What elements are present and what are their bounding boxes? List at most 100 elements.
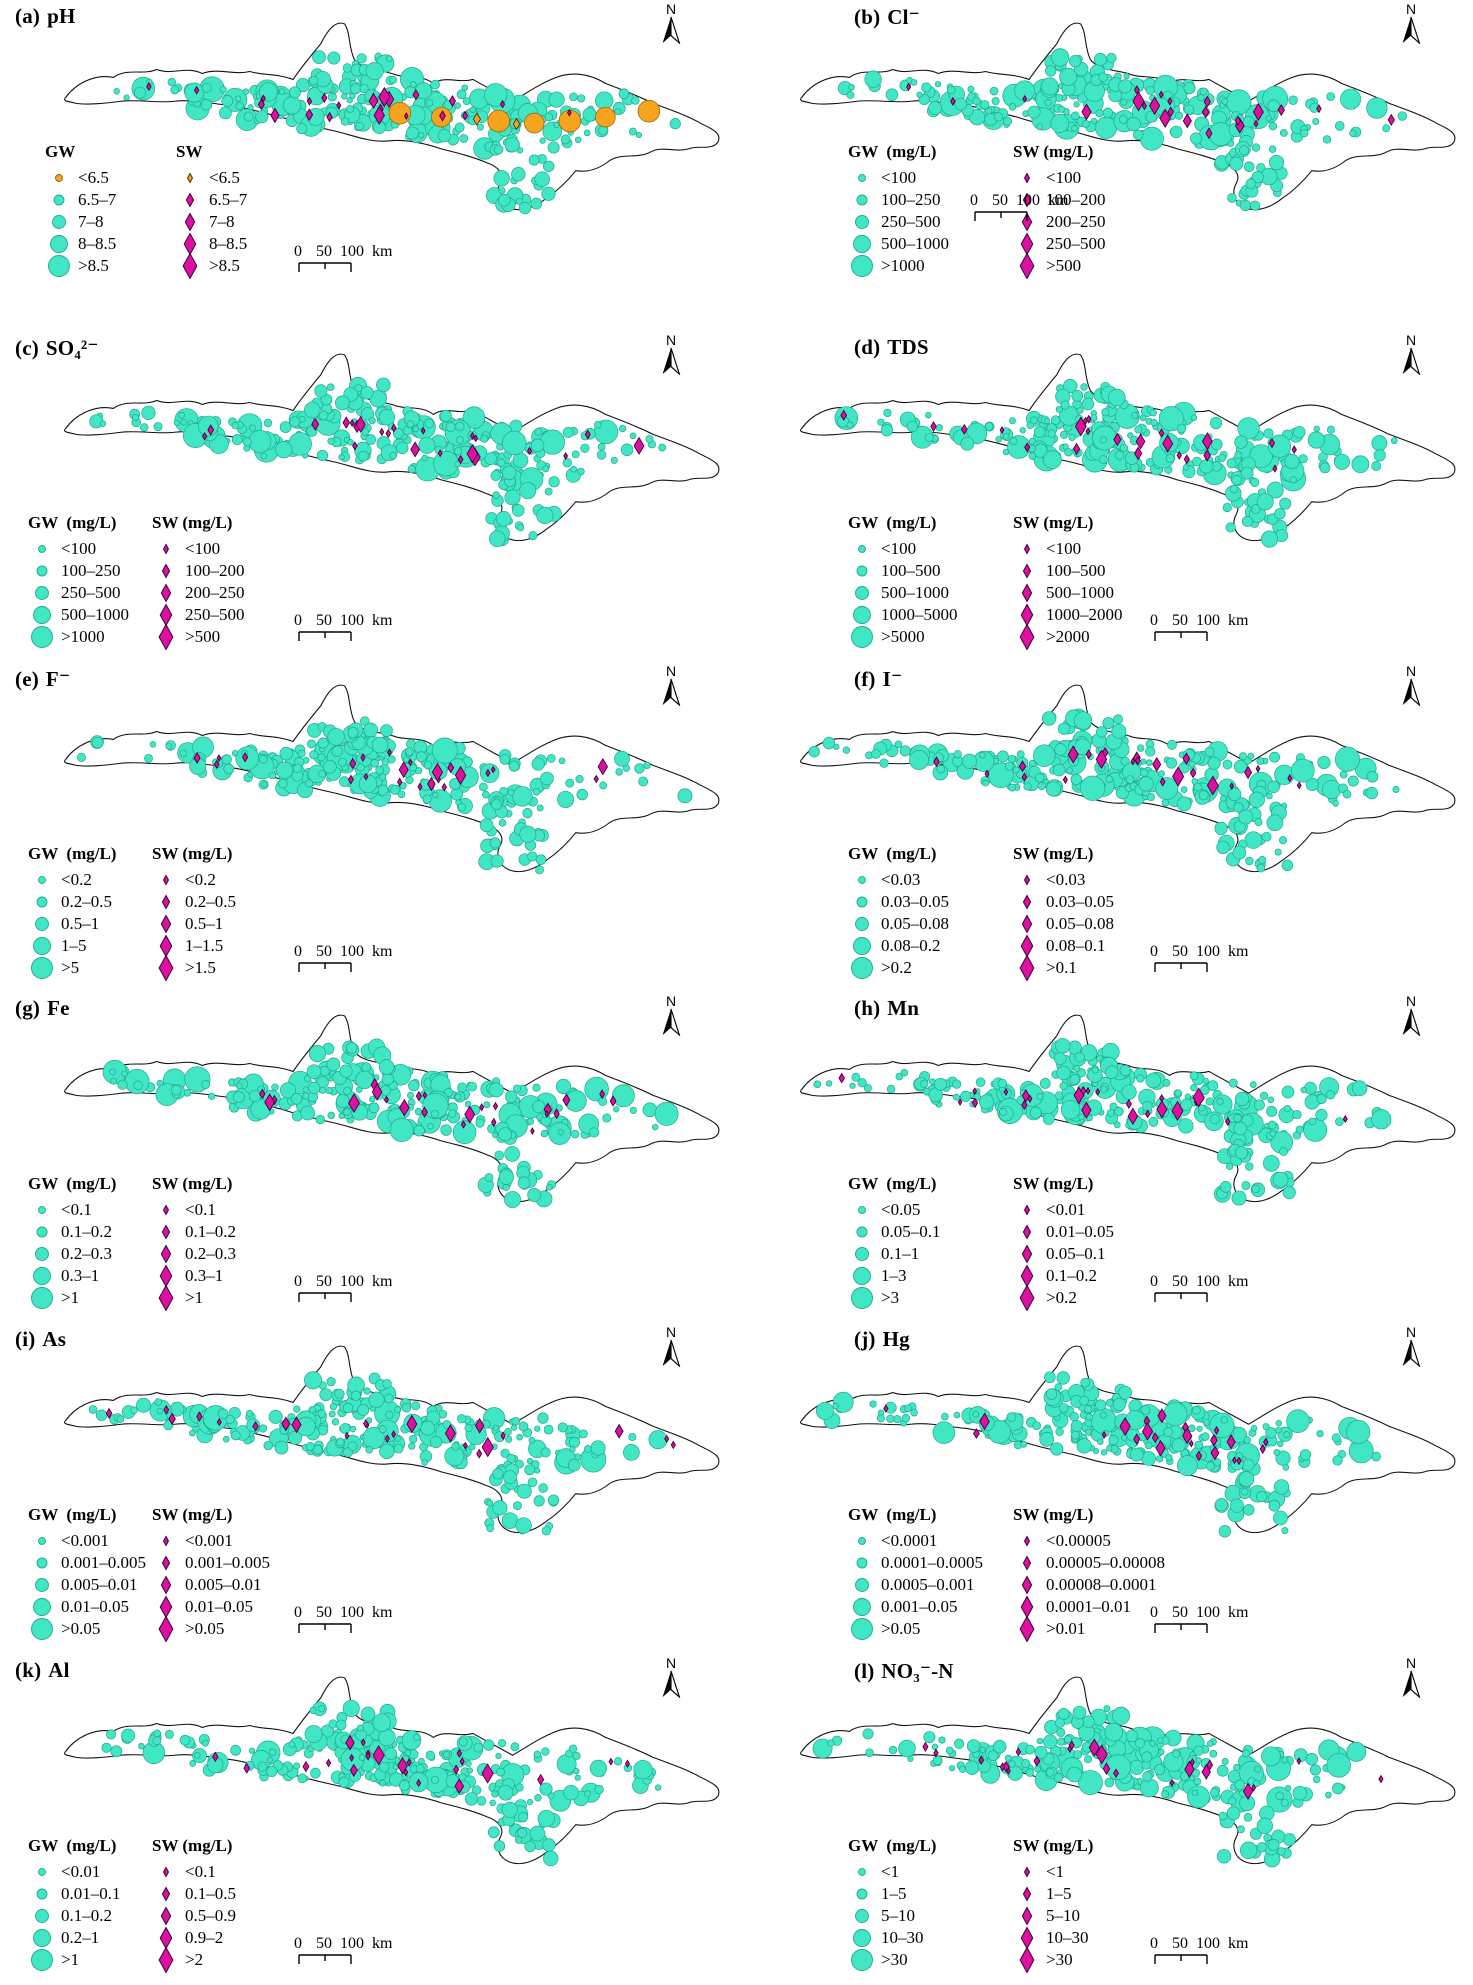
north-arrow-label: N (665, 331, 677, 348)
scale-tick-50: 50 (316, 1273, 332, 1291)
sw-legend-item: 0.2–0.3 (152, 1243, 236, 1265)
sw-legend-item: 0.00008–0.0001 (1013, 1574, 1165, 1596)
panel-index-label: (f) (854, 666, 876, 691)
legend-item-label: <100 (1046, 538, 1082, 558)
scale-tick-100: 100 (340, 611, 364, 629)
sw-legend-header: SW (mg/L) (1013, 1505, 1094, 1525)
north-arrow: N (658, 993, 684, 1037)
gw-legend: GW (mg/L) <100 100–250 250–500 500–1000 >100… (848, 142, 949, 277)
scale-bar-labels: 0 50 100 km (294, 943, 408, 961)
panel-parameter-label: I⁻ (882, 666, 903, 691)
map-panel: (h) Mn N GW (mg/L) <0.05 0.05–0.1 0.1–1 1–3 >… (736, 992, 1473, 1323)
legend-item-label: 0.5–1 (61, 913, 100, 933)
panel-index-label: (g) (15, 996, 41, 1021)
sw-legend-item: 0.0001–0.01 (1013, 1595, 1165, 1619)
basin-map (800, 1015, 1456, 1207)
legend-item-label: 250–500 (61, 582, 121, 602)
legend-item-label: <0.001 (61, 1531, 109, 1551)
north-arrow-icon (662, 16, 681, 44)
sw-legend-header: SW (176, 142, 203, 161)
gw-marker-icon (38, 1868, 46, 1877)
panel-index-label: (e) (15, 666, 39, 691)
scale-tick-50: 50 (316, 1604, 332, 1622)
gw-legend-header: GW (mg/L) (848, 843, 937, 863)
scale-unit: km (1048, 192, 1069, 209)
sw-legend: SW (mg/L) <0.2 0.2–0.5 0.5–1 1–1.5 >1.5 (152, 844, 236, 981)
sw-marker-icon (1019, 1285, 1035, 1312)
legend-item-label: 100–500 (1046, 560, 1106, 580)
scale-tick-100: 100 (1196, 942, 1220, 960)
panel-title: (i) As (15, 1327, 66, 1352)
sw-legend-item: <100 (152, 538, 245, 560)
north-arrow-label: N (1405, 662, 1417, 679)
sw-marker-icon (161, 1224, 171, 1241)
legend-item-label: <1 (881, 1862, 900, 1882)
sw-legend-header: SW (mg/L) (1013, 1174, 1094, 1194)
legend-item-label: 0.1–0.2 (61, 1222, 112, 1242)
legend-item-label: 7–8 (78, 212, 104, 231)
gw-legend-item: 5–10 (848, 1905, 936, 1927)
legend-item-label: >2000 (1046, 626, 1090, 646)
legend-item-label: <6.5 (78, 168, 109, 187)
sw-marker-icon (158, 1285, 174, 1312)
panel-title: (j) Hg (854, 1327, 910, 1352)
legend-item-label: 0.03–0.05 (881, 891, 949, 911)
legend-item-label: <100 (61, 538, 97, 558)
sw-legend-item: >1 (152, 1285, 236, 1312)
panel-parameter-label: NO₃⁻-N (881, 1659, 954, 1684)
north-arrow-label: N (1405, 993, 1417, 1010)
sw-marker-icon (1019, 1616, 1035, 1643)
gw-legend-item: 500–1000 (848, 233, 949, 255)
north-arrow: N (1398, 2, 1424, 44)
scale-bar: 0 50 100 km (1150, 942, 1264, 974)
scale-tick-50: 50 (1172, 611, 1188, 629)
sw-legend-item: 8–8.5 (176, 232, 247, 256)
basin-map (800, 353, 1456, 548)
sw-legend-header: SW (mg/L) (152, 1505, 233, 1525)
sw-marker-icon (1021, 583, 1033, 603)
scale-tick-0: 0 (1150, 611, 1158, 629)
north-arrow-label: N (1405, 331, 1417, 348)
gw-legend-item: 8–8.5 (45, 233, 116, 255)
gw-legend-item: <0.05 (848, 1199, 941, 1221)
sw-legend-item: 0.01–0.05 (1013, 1221, 1114, 1243)
sw-marker-icon (1021, 212, 1033, 232)
gw-legend-item: >1000 (848, 255, 949, 277)
gw-marker-icon (48, 255, 70, 277)
basin-map (800, 1345, 1456, 1538)
legend-item-label: >5000 (881, 626, 925, 646)
gw-marker-icon (38, 1206, 46, 1215)
sw-legend-item: 7–8 (176, 211, 247, 233)
legend-item-label: >500 (185, 626, 221, 646)
sw-legend-item: 0.1–0.2 (152, 1221, 236, 1243)
panel-index-label: (c) (15, 335, 39, 360)
panel-index-label: (b) (854, 5, 881, 29)
sw-marker-icon (160, 1575, 172, 1595)
sw-marker-icon (1023, 874, 1031, 886)
scale-tick-100: 100 (340, 243, 364, 260)
gw-legend-header: GW (mg/L) (28, 512, 117, 532)
gw-marker-icon (853, 1929, 871, 1948)
north-arrow-label: N (665, 993, 677, 1010)
sw-legend-item: <1 (1013, 1861, 1093, 1883)
sw-legend-item: 0.05–0.08 (1013, 913, 1114, 935)
legend-item-label: 0.1–0.2 (61, 1906, 112, 1926)
sw-legend-item: >0.05 (152, 1616, 270, 1643)
basin-map (64, 353, 720, 547)
gw-legend-item: 0.01–0.1 (28, 1883, 121, 1905)
sw-legend: SW (mg/L) <0.1 0.1–0.2 0.2–0.3 0.3–1 >1 (152, 1174, 236, 1312)
panel-parameter-label: F⁻ (45, 666, 71, 691)
scale-bar-labels: 0 50 100 km (1150, 1273, 1264, 1291)
sw-marker-icon (162, 1204, 170, 1217)
panel-parameter-label: Mn (887, 996, 920, 1021)
gw-legend-item: 1–3 (848, 1265, 941, 1287)
sw-legend-item: 0.00005–0.00008 (1013, 1552, 1165, 1574)
gw-legend-item: 1–5 (28, 935, 116, 957)
legend-item-label: 500–1000 (881, 582, 949, 602)
legend-item-label: <0.01 (61, 1862, 101, 1882)
legend-item-label: 0.08–0.1 (1046, 935, 1106, 955)
map-panel: (b) Cl⁻ N GW (mg/L) <100 100–250 250–500 500… (736, 0, 1473, 331)
legend-item-label: 0.05–0.08 (1046, 913, 1114, 933)
legend-item-label: 0.01–0.05 (185, 1597, 253, 1617)
gw-legend-item: 0.001–0.05 (848, 1596, 983, 1618)
